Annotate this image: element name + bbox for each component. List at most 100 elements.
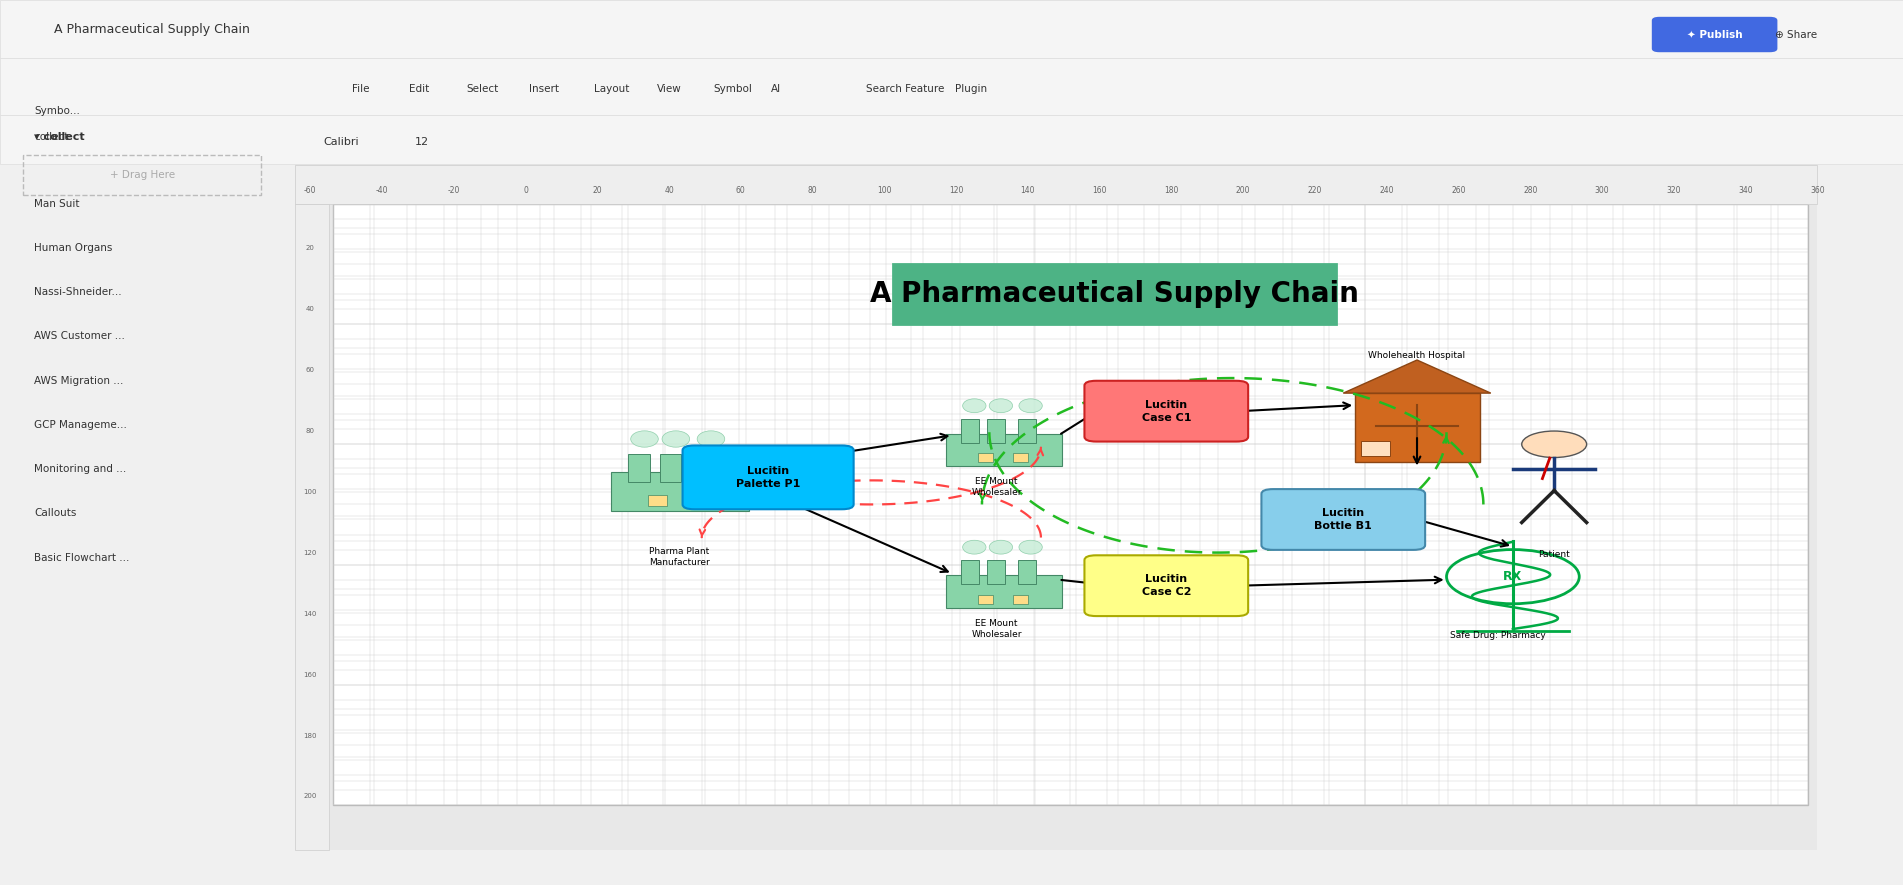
- FancyBboxPatch shape: [333, 204, 1808, 805]
- FancyBboxPatch shape: [689, 496, 708, 505]
- Ellipse shape: [662, 431, 689, 447]
- Text: 120: 120: [950, 186, 963, 195]
- Text: 100: 100: [877, 186, 893, 195]
- Text: AWS Migration ...: AWS Migration ...: [34, 375, 124, 386]
- Text: Lucitin
Palette P1: Lucitin Palette P1: [736, 466, 801, 489]
- Text: EE Mount
Wholesaler: EE Mount Wholesaler: [971, 619, 1022, 639]
- Text: Monitoring and ...: Monitoring and ...: [34, 464, 126, 474]
- FancyBboxPatch shape: [1012, 453, 1028, 462]
- Circle shape: [1522, 431, 1587, 458]
- FancyBboxPatch shape: [628, 454, 649, 482]
- Text: Calibri: Calibri: [324, 136, 360, 147]
- Text: View: View: [657, 83, 681, 94]
- FancyBboxPatch shape: [946, 575, 1062, 608]
- Text: GCP Manageme...: GCP Manageme...: [34, 419, 128, 430]
- Text: File: File: [352, 83, 369, 94]
- Polygon shape: [1344, 360, 1490, 393]
- Text: Patient: Patient: [1538, 550, 1570, 558]
- Text: -40: -40: [375, 186, 388, 195]
- FancyBboxPatch shape: [0, 0, 295, 885]
- FancyBboxPatch shape: [1355, 393, 1481, 462]
- Text: 60: 60: [736, 186, 746, 195]
- Ellipse shape: [1018, 399, 1043, 412]
- Text: ✦ Publish: ✦ Publish: [1686, 29, 1743, 40]
- Text: Symbol: Symbol: [714, 83, 752, 94]
- Text: Man Suit: Man Suit: [34, 198, 80, 209]
- Text: 120: 120: [303, 550, 318, 556]
- Text: Wholehealth Hospital: Wholehealth Hospital: [1368, 351, 1465, 360]
- FancyBboxPatch shape: [978, 453, 993, 462]
- Text: 280: 280: [1522, 186, 1538, 195]
- Text: 80: 80: [306, 427, 314, 434]
- Text: ▾ collect: ▾ collect: [34, 132, 86, 142]
- Text: Plugin: Plugin: [955, 83, 988, 94]
- Text: 100: 100: [303, 489, 318, 495]
- FancyBboxPatch shape: [978, 595, 993, 604]
- FancyBboxPatch shape: [295, 204, 329, 850]
- Ellipse shape: [963, 540, 986, 554]
- Text: Edit: Edit: [409, 83, 430, 94]
- FancyBboxPatch shape: [1817, 0, 1903, 885]
- FancyBboxPatch shape: [961, 560, 978, 584]
- FancyBboxPatch shape: [696, 454, 717, 482]
- Text: 260: 260: [1452, 186, 1465, 195]
- Text: AI: AI: [771, 83, 780, 94]
- Text: 360: 360: [1810, 186, 1825, 195]
- FancyBboxPatch shape: [1361, 442, 1391, 457]
- FancyBboxPatch shape: [1262, 489, 1425, 550]
- Text: A Pharmaceutical Supply Chain: A Pharmaceutical Supply Chain: [870, 280, 1359, 308]
- Text: Select: Select: [466, 83, 499, 94]
- Text: EE Mount
Wholesaler: EE Mount Wholesaler: [971, 477, 1022, 497]
- Text: Callouts: Callouts: [34, 508, 76, 519]
- Ellipse shape: [630, 431, 658, 447]
- Ellipse shape: [963, 399, 986, 412]
- Text: 200: 200: [1235, 186, 1250, 195]
- Text: 200: 200: [303, 794, 318, 799]
- FancyBboxPatch shape: [295, 165, 1817, 204]
- Text: 20: 20: [592, 186, 601, 195]
- Text: Lucitin
Case C2: Lucitin Case C2: [1142, 574, 1191, 597]
- Text: Nassi-Shneider...: Nassi-Shneider...: [34, 287, 122, 297]
- Text: 340: 340: [1737, 186, 1753, 195]
- Text: ⊕ Share: ⊕ Share: [1775, 29, 1817, 40]
- FancyBboxPatch shape: [660, 454, 681, 482]
- Text: 60: 60: [306, 366, 314, 373]
- Text: Symbo...: Symbo...: [34, 105, 80, 116]
- Text: Human Organs: Human Organs: [34, 242, 112, 253]
- Ellipse shape: [1018, 540, 1043, 554]
- Text: 40: 40: [306, 305, 314, 312]
- Text: Pharma Plant
Manufacturer: Pharma Plant Manufacturer: [649, 547, 710, 566]
- Text: + Drag Here: + Drag Here: [110, 170, 175, 181]
- FancyBboxPatch shape: [894, 264, 1336, 324]
- Text: Lucitin
Bottle B1: Lucitin Bottle B1: [1315, 508, 1372, 531]
- Ellipse shape: [990, 399, 1012, 412]
- FancyBboxPatch shape: [1018, 419, 1035, 442]
- FancyBboxPatch shape: [0, 115, 1903, 164]
- Text: Safe Drug: Pharmacy: Safe Drug: Pharmacy: [1450, 631, 1545, 640]
- Text: Basic Flowchart ...: Basic Flowchart ...: [34, 552, 129, 563]
- Text: 160: 160: [303, 672, 318, 678]
- Text: 180: 180: [1165, 186, 1178, 195]
- Text: 80: 80: [807, 186, 818, 195]
- Text: 140: 140: [1020, 186, 1035, 195]
- FancyBboxPatch shape: [0, 58, 1903, 115]
- Text: 220: 220: [1307, 186, 1323, 195]
- FancyBboxPatch shape: [946, 434, 1062, 466]
- Text: 320: 320: [1667, 186, 1680, 195]
- Text: 20: 20: [306, 245, 314, 250]
- Text: collect: collect: [34, 132, 69, 142]
- Text: AWS Customer ...: AWS Customer ...: [34, 331, 126, 342]
- Text: -20: -20: [447, 186, 461, 195]
- FancyBboxPatch shape: [1085, 555, 1248, 616]
- Text: 160: 160: [1092, 186, 1108, 195]
- Text: Insert: Insert: [529, 83, 559, 94]
- Text: -60: -60: [304, 186, 316, 195]
- FancyBboxPatch shape: [1012, 595, 1028, 604]
- Ellipse shape: [696, 431, 725, 447]
- FancyBboxPatch shape: [683, 445, 854, 509]
- Text: 40: 40: [664, 186, 674, 195]
- Text: 0: 0: [523, 186, 527, 195]
- Text: 12: 12: [415, 136, 428, 147]
- Text: Lucitin
Case C1: Lucitin Case C1: [1142, 399, 1191, 423]
- Text: Layout: Layout: [594, 83, 630, 94]
